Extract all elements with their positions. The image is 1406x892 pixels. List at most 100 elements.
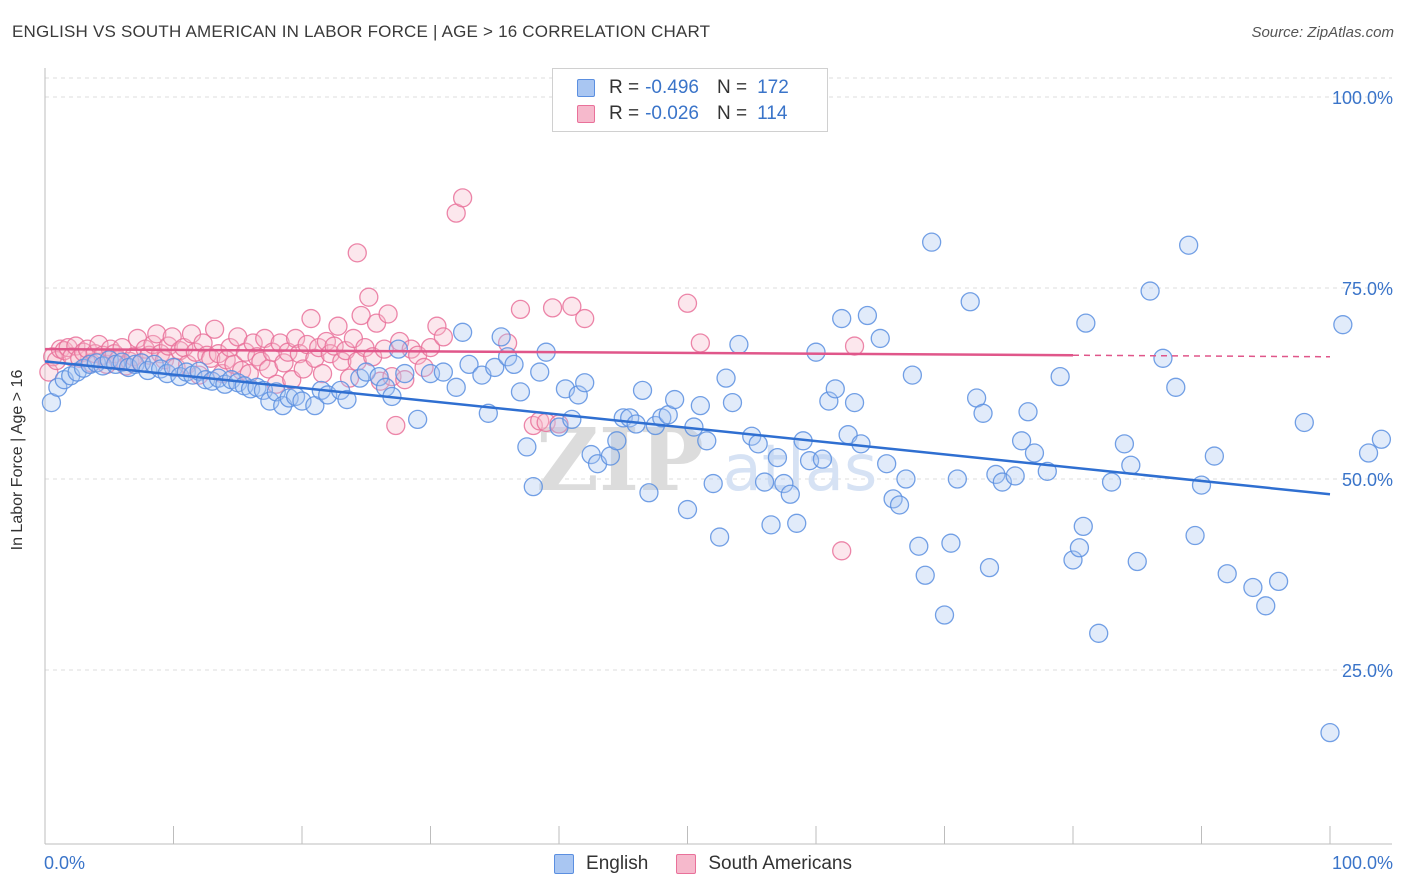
- english-point: [896, 469, 916, 489]
- english-point: [877, 454, 897, 474]
- south-americans-point: [690, 333, 710, 353]
- south-trend-line: [44, 347, 1074, 357]
- english-point: [1089, 623, 1109, 643]
- english-point: [459, 354, 479, 375]
- legend-item-english[interactable]: English: [554, 853, 648, 875]
- english-point: [870, 328, 890, 349]
- english-point: [915, 565, 935, 585]
- south-americans-point: [832, 541, 852, 561]
- english-point: [857, 305, 878, 326]
- english-point: [986, 464, 1006, 485]
- y-tick-label: 75.0%: [1342, 279, 1393, 299]
- y-axis-label: In Labor Force | Age > 16: [9, 369, 26, 551]
- south-americans-point: [452, 188, 473, 208]
- english-swatch: [577, 79, 595, 97]
- english-point: [1069, 538, 1090, 558]
- english-point: [729, 334, 749, 355]
- english-point: [48, 377, 68, 397]
- english-legend-swatch: [554, 854, 575, 874]
- south-americans-point: [332, 351, 352, 371]
- english-point: [1076, 313, 1096, 333]
- english-point: [1166, 377, 1186, 397]
- english-point: [1050, 366, 1070, 387]
- chart-title: ENGLISH VS SOUTH AMERICAN IN LABOR FORCE…: [12, 22, 711, 41]
- x-tick-label-start: 0.0%: [44, 853, 85, 873]
- english-point: [767, 447, 788, 468]
- english-point: [1101, 472, 1122, 492]
- legend-item-south-americans[interactable]: South Americans: [676, 853, 852, 875]
- english-point: [703, 473, 723, 494]
- english-point: [812, 449, 833, 469]
- south-legend-label: South Americans: [708, 853, 852, 874]
- english-point: [1127, 551, 1147, 572]
- english-point: [639, 483, 659, 503]
- english-point: [748, 434, 768, 454]
- south-americans-point: [844, 336, 865, 356]
- south-americans-point: [510, 299, 531, 320]
- south-americans-point: [374, 339, 394, 359]
- english-point: [1037, 461, 1057, 482]
- south-americans-point: [193, 333, 213, 353]
- south-americans-point: [575, 308, 595, 329]
- english-point: [819, 391, 839, 411]
- english-r-label: R =: [609, 77, 640, 98]
- english-point: [934, 605, 955, 625]
- south-americans-point: [62, 347, 82, 367]
- english-point: [709, 527, 730, 547]
- english-point: [1333, 315, 1353, 335]
- south-americans-point: [274, 353, 294, 373]
- south-americans-point: [562, 296, 582, 316]
- south-americans-point: [433, 327, 454, 347]
- english-point: [1185, 525, 1205, 546]
- english-point: [1114, 434, 1135, 454]
- english-point: [697, 431, 717, 451]
- south-americans-point: [124, 347, 144, 367]
- english-point: [523, 476, 543, 497]
- english-point: [504, 354, 524, 375]
- english-point: [1320, 722, 1340, 743]
- english-point: [754, 472, 775, 492]
- y-tick-label: 100.0%: [1332, 88, 1393, 108]
- south-americans-point: [351, 305, 371, 326]
- english-point: [677, 499, 698, 520]
- south-americans-point: [312, 363, 333, 384]
- south-americans-point: [347, 243, 367, 263]
- english-point: [1063, 550, 1083, 570]
- south-americans-point: [301, 308, 321, 329]
- south-americans-point: [542, 298, 563, 318]
- chart-source: Source: ZipAtlas.com: [1251, 24, 1394, 41]
- english-point: [369, 366, 389, 387]
- english-point: [774, 473, 794, 494]
- south-trend-line-extension: [1072, 354, 1331, 358]
- stats-legend: R = -0.496 N = 172 R = -0.026 N = 114: [552, 68, 828, 132]
- english-point: [1179, 235, 1199, 255]
- south-n-label: N =: [716, 103, 748, 124]
- south-americans-point: [359, 287, 379, 307]
- english-point: [607, 431, 627, 451]
- english-point: [922, 232, 942, 252]
- english-point: [1204, 446, 1224, 466]
- south-americans-point: [677, 293, 698, 313]
- english-point: [491, 327, 511, 347]
- english-point: [1294, 412, 1314, 433]
- english-point: [1243, 577, 1263, 598]
- english-point: [787, 513, 807, 533]
- english-point: [517, 437, 537, 457]
- legend-row-south: R = -0.026 N = 114: [577, 103, 787, 125]
- english-point: [1268, 571, 1289, 592]
- south-americans-point: [427, 316, 447, 336]
- south-r-value: -0.026: [645, 103, 699, 124]
- english-point: [1217, 564, 1237, 584]
- y-tick-label: 25.0%: [1342, 661, 1393, 681]
- english-point: [575, 373, 595, 393]
- english-point: [1140, 281, 1160, 301]
- english-point: [1358, 443, 1379, 463]
- english-point: [973, 403, 993, 423]
- legend-row-english: R = -0.496 N = 172: [577, 77, 789, 99]
- english-point: [902, 365, 923, 385]
- english-point: [947, 469, 967, 489]
- english-point: [1371, 429, 1392, 449]
- english-point: [632, 380, 653, 401]
- south-americans-point: [328, 316, 348, 336]
